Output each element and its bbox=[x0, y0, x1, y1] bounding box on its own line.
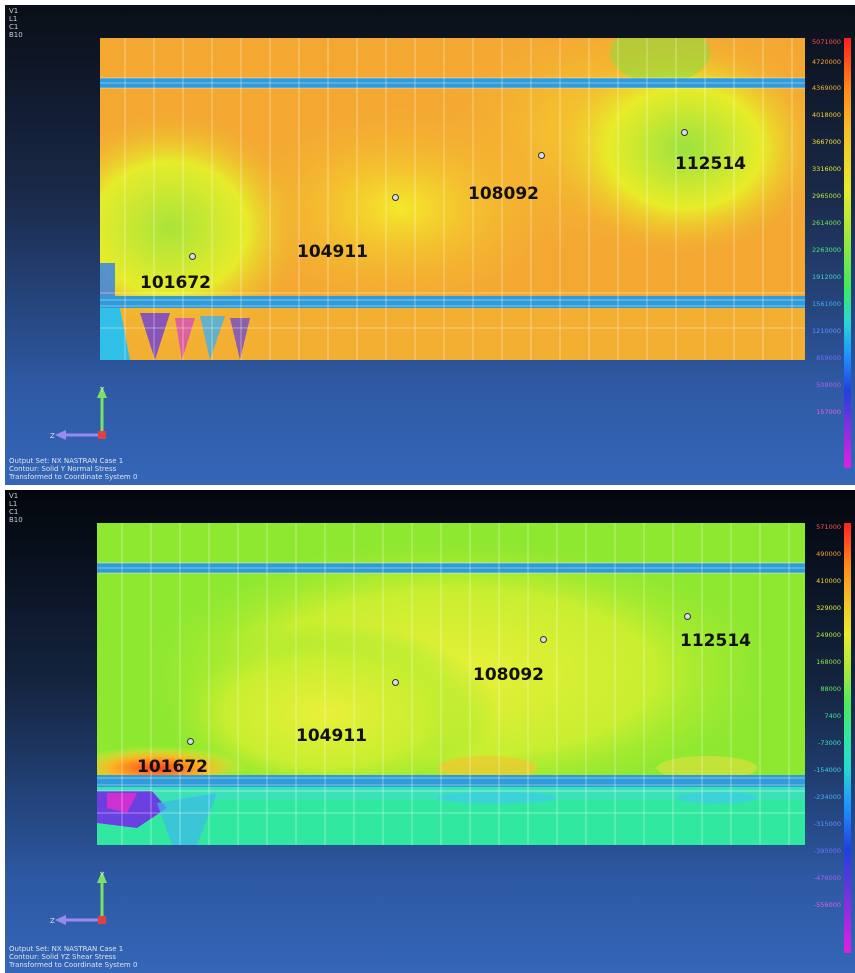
legend-value: -315000 bbox=[813, 820, 841, 828]
svg-text:Z: Z bbox=[50, 432, 55, 440]
node-label: 104911 bbox=[296, 726, 367, 746]
node-marker[interactable] bbox=[681, 129, 688, 136]
contour-plot[interactable]: 101672 104911 108092 112514 bbox=[100, 38, 805, 360]
svg-text:Y: Y bbox=[99, 871, 105, 879]
viewport-y-normal-stress[interactable]: V1 L1 C1 B10 bbox=[5, 5, 855, 485]
legend-value: 5071000 bbox=[812, 38, 841, 46]
mesh-grid bbox=[100, 38, 805, 360]
legend-value: 4018000 bbox=[812, 111, 841, 119]
legend-value: 571000 bbox=[816, 523, 841, 531]
node-label: 112514 bbox=[675, 154, 746, 174]
legend-value: 1561000 bbox=[812, 300, 841, 308]
viewport-corner-labels: V1 L1 C1 B10 bbox=[9, 492, 23, 524]
svg-text:Z: Z bbox=[50, 917, 55, 925]
legend-value: -395000 bbox=[813, 847, 841, 855]
node-marker[interactable] bbox=[538, 152, 545, 159]
node-marker[interactable] bbox=[187, 738, 194, 745]
legend-value: 2263000 bbox=[812, 246, 841, 254]
viewport-yz-shear-stress[interactable]: V1 L1 C1 B10 bbox=[5, 490, 855, 973]
node-marker[interactable] bbox=[392, 679, 399, 686]
legend-value: -234000 bbox=[813, 793, 841, 801]
legend-value: 1210000 bbox=[812, 327, 841, 335]
legend-value: 7400 bbox=[824, 712, 841, 720]
coordinate-triad: Y Z bbox=[50, 380, 130, 450]
legend-value: 859000 bbox=[816, 354, 841, 362]
legend-value: 2614000 bbox=[812, 219, 841, 227]
legend-value: -556000 bbox=[813, 901, 841, 909]
svg-text:Y: Y bbox=[99, 386, 105, 394]
node-marker[interactable] bbox=[684, 613, 691, 620]
node-label: 112514 bbox=[680, 631, 751, 651]
node-label: 108092 bbox=[473, 665, 544, 685]
legend-value: 157000 bbox=[816, 408, 841, 416]
legend-value: 508000 bbox=[816, 381, 841, 389]
legend-value: 4369000 bbox=[812, 84, 841, 92]
output-info: Output Set: NX NASTRAN Case 1 Contour: S… bbox=[9, 945, 138, 969]
legend-value: -154000 bbox=[813, 766, 841, 774]
mesh-grid bbox=[97, 523, 805, 845]
legend-value: 168000 bbox=[816, 658, 841, 666]
contour-plot[interactable]: 101672 104911 108092 112514 bbox=[97, 523, 805, 845]
node-label: 108092 bbox=[468, 184, 539, 204]
legend-value: -73000 bbox=[817, 739, 841, 747]
legend-value: 490000 bbox=[816, 550, 841, 558]
node-marker[interactable] bbox=[392, 194, 399, 201]
legend-value: 2965000 bbox=[812, 192, 841, 200]
contour-legend: 5071000 4720000 4369000 4018000 3667000 … bbox=[805, 38, 851, 478]
legend-value: -476000 bbox=[813, 874, 841, 882]
legend-value: 1912000 bbox=[812, 273, 841, 281]
legend-color-bar bbox=[844, 523, 851, 953]
node-marker[interactable] bbox=[540, 636, 547, 643]
legend-value: 249000 bbox=[816, 631, 841, 639]
legend-value: 3667000 bbox=[812, 138, 841, 146]
legend-value: 410000 bbox=[816, 577, 841, 585]
legend-value: 329000 bbox=[816, 604, 841, 612]
node-label: 104911 bbox=[297, 242, 368, 262]
legend-value: 3316000 bbox=[812, 165, 841, 173]
coordinate-triad: Y Z bbox=[50, 865, 130, 935]
legend-color-bar bbox=[844, 38, 851, 468]
node-label: 101672 bbox=[140, 273, 211, 293]
legend-value: 4720000 bbox=[812, 58, 841, 66]
node-label: 101672 bbox=[137, 757, 208, 777]
contour-legend: 571000 490000 410000 329000 249000 16800… bbox=[805, 523, 851, 963]
node-marker[interactable] bbox=[189, 253, 196, 260]
viewport-corner-labels: V1 L1 C1 B10 bbox=[9, 7, 23, 39]
output-info: Output Set: NX NASTRAN Case 1 Contour: S… bbox=[9, 457, 138, 481]
legend-value: 88000 bbox=[820, 685, 841, 693]
